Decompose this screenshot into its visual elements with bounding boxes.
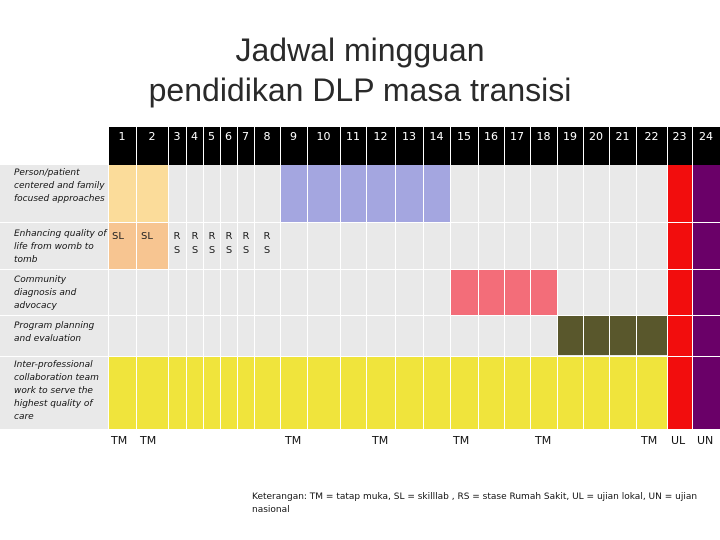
page-title: Jadwal mingguan pendidikan DLP masa tran…	[0, 30, 720, 110]
week-header: 23	[672, 130, 687, 143]
cell-sl: SL	[112, 231, 124, 242]
row-divider	[0, 222, 720, 223]
footer-ul: UL	[671, 434, 686, 447]
header-corner	[0, 127, 108, 165]
footer-un: UN	[697, 434, 714, 447]
col-divider	[366, 127, 367, 429]
col-divider	[530, 127, 531, 429]
col-divider	[636, 127, 637, 429]
cell-s: S	[208, 245, 216, 256]
col-divider	[395, 127, 396, 429]
week-header: 8	[263, 130, 271, 143]
week-header: 18	[536, 130, 551, 143]
footer-tm: TM	[453, 434, 470, 447]
legend-note: Keterangan: TM = tatap muka, SL = skilll…	[252, 492, 698, 515]
cell-r3-w16-18	[478, 270, 557, 315]
week-header: 13	[402, 130, 416, 143]
cell-r1-w2	[136, 165, 168, 222]
week-header: 6	[225, 130, 232, 143]
col-divider	[504, 127, 505, 429]
col-divider	[203, 127, 204, 429]
cell-s: S	[225, 245, 233, 256]
col-divider	[609, 127, 610, 429]
week-header: 1	[118, 130, 126, 143]
footer-tm: TM	[641, 434, 658, 447]
col-divider	[108, 127, 109, 429]
week-header: 22	[644, 130, 659, 143]
col-divider	[692, 127, 693, 429]
week-header: 12	[373, 130, 388, 143]
footer-tm: TM	[111, 434, 128, 447]
cell-s: S	[263, 245, 271, 256]
col-divider	[237, 127, 238, 429]
week-header: 24	[699, 130, 713, 143]
row-label: Person/patient centered and family focus…	[14, 168, 105, 204]
row-divider	[0, 269, 720, 270]
cell-w23-ul	[667, 165, 692, 429]
week-header: 10	[316, 130, 331, 143]
week-header: 20	[589, 130, 603, 143]
week-header: 5	[208, 130, 215, 143]
col-divider	[667, 127, 668, 429]
cell-r: R	[263, 231, 271, 242]
week-header: 16	[484, 130, 498, 143]
week-header: 21	[615, 130, 630, 143]
col-divider	[136, 127, 137, 429]
footer-tm: TM	[535, 434, 552, 447]
col-divider	[340, 127, 341, 429]
cell-r1-w1	[108, 165, 136, 222]
footer-tm: TM	[372, 434, 389, 447]
col-divider	[168, 127, 169, 429]
week-header: 11	[346, 130, 360, 143]
cell-r2-w1	[108, 222, 136, 269]
week-header: 2	[148, 130, 156, 143]
cell-r: R	[208, 231, 216, 242]
cell-r1-w9-15	[280, 165, 450, 222]
cell-r2-w2	[136, 222, 168, 269]
header-band	[0, 127, 720, 165]
cell-r: R	[242, 231, 250, 242]
col-divider	[450, 127, 451, 429]
cell-r: R	[173, 231, 181, 242]
col-divider	[307, 127, 308, 429]
week-header: 14	[429, 130, 444, 143]
row-label: Community diagnosis and advocacy	[14, 275, 77, 311]
col-divider	[423, 127, 424, 429]
cell-r: R	[191, 231, 199, 242]
week-header: 15	[457, 130, 471, 143]
cell-r3-w15	[450, 270, 478, 315]
cell-r5-w1-22	[108, 357, 667, 429]
week-header: 7	[242, 130, 249, 143]
row-divider	[0, 315, 720, 316]
week-header: 3	[173, 130, 181, 143]
col-divider	[186, 127, 187, 429]
row-label: Inter-professional collaboration team wo…	[14, 360, 99, 422]
title-line-2: pendidikan DLP masa transisi	[148, 72, 572, 108]
week-header: 17	[510, 130, 524, 143]
week-header: 9	[290, 130, 297, 143]
row-divider	[0, 356, 720, 357]
col-divider	[557, 127, 558, 429]
week-header: 4	[191, 130, 198, 143]
cell-r4-w19-22	[557, 316, 667, 355]
row-label: Enhancing quality of life from womb to t…	[14, 229, 107, 265]
schedule-grid: 1 2 3 4 5 6 7 8 9 10 11 12 13 14 15 16 1…	[0, 127, 720, 429]
col-divider	[583, 127, 584, 429]
week-header: 19	[563, 130, 577, 143]
cell-s: S	[242, 245, 250, 256]
cell-s: S	[173, 245, 181, 256]
title-line-1: Jadwal mingguan	[235, 32, 485, 68]
cell-r: R	[225, 231, 233, 242]
footer-tm: TM	[140, 434, 157, 447]
col-divider	[280, 127, 281, 429]
row-label: Program planning and evaluation	[14, 321, 95, 344]
col-divider	[220, 127, 221, 429]
cell-w24-un	[692, 165, 720, 429]
cell-sl: SL	[141, 231, 153, 242]
cell-s: S	[191, 245, 199, 256]
col-divider	[254, 127, 255, 429]
col-divider	[478, 127, 479, 429]
footer-tm: TM	[285, 434, 302, 447]
